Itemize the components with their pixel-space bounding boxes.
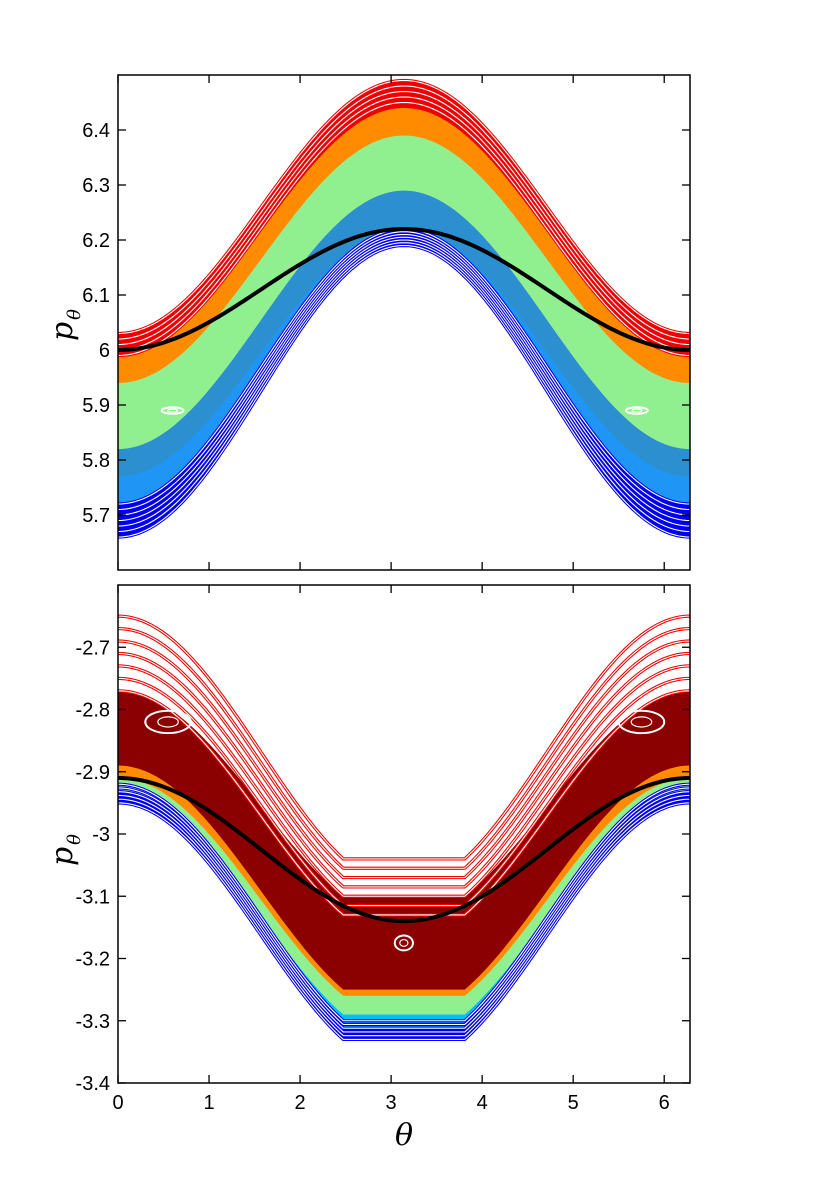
bottom-invariant-curve-gap-1-1	[118, 677, 690, 907]
bottom-x-tick-label: 0	[112, 1092, 123, 1114]
bottom-plot-content	[118, 614, 690, 1042]
top-invariant-curve-gap-1-2	[118, 90, 690, 346]
bottom-ticks: -3.4 -3.3 -3.2 -3.1 -3 -2.9 -2.8 -2.7 0 1 2 3 4 5 6	[76, 585, 690, 1114]
bottom-y-tick-label: -2.7	[76, 637, 110, 659]
bottom-x-tick-label: 3	[386, 1092, 397, 1114]
top-y-tick-label: 5.8	[82, 450, 110, 472]
bottom-y-axis-label-sub: θ	[64, 834, 85, 845]
bottom-x-tick-label: 2	[295, 1092, 306, 1114]
top-invariant-curve-gap-0-3	[118, 236, 690, 522]
bottom-y-tick-label: -3.4	[76, 1073, 110, 1095]
bottom-invariant-curve-gap-0-1	[118, 798, 690, 1037]
top-invariant-curve-gap-1-1	[118, 96, 690, 351]
top-y-tick-label: 5.9	[82, 395, 110, 417]
top-plot-content	[118, 78, 690, 539]
top-y-tick-label: 6	[99, 340, 110, 362]
bottom-invariant-curve-gap-1-2	[118, 665, 690, 897]
top-invariant-curve-gap-0-2	[118, 239, 690, 527]
bottom-reference-curve	[118, 775, 690, 924]
top-invariant-curve-gap-0-0	[118, 244, 690, 538]
bottom-invariant-curve-gap-0-5	[118, 783, 690, 1022]
bottom-y-axis-label-main: p	[45, 847, 80, 866]
bottom-y-tick-label: -2.8	[76, 700, 110, 722]
bottom-x-tick-label: 4	[477, 1092, 488, 1114]
top-y-tick-label: 6.2	[82, 230, 110, 252]
bottom-island-0	[144, 709, 192, 735]
bottom-panel: -3.4-3.3-3.2-3.1-3-2.9-2.8-2.70 1 2 3 4 5 6 pθ…	[45, 584, 691, 1153]
bottom-island-inner-0	[157, 716, 179, 728]
bottom-y-tick-label: -3.2	[76, 949, 110, 971]
bottom-invariant-curve-gap-1-5	[118, 628, 690, 869]
top-y-axis-label-sub: θ	[64, 309, 85, 320]
bottom-x-tick-label: 5	[568, 1092, 579, 1114]
top-island-inner-1	[631, 408, 643, 413]
bottom-invariant-curve-gap-1-6	[118, 615, 690, 860]
top-plot-frame	[117, 74, 691, 571]
bottom-y-tick-label: -2.9	[76, 762, 110, 784]
x-axis-label: θ	[395, 1118, 413, 1153]
bottom-island-1	[617, 709, 666, 735]
top-band-light-green	[118, 130, 690, 449]
top-island-0	[160, 406, 185, 415]
top-band-red	[118, 80, 690, 356]
top-y-tick-label: 6.1	[82, 285, 110, 307]
top-invariant-curve-gap-1-0	[118, 101, 690, 357]
bottom-band-dark-red	[118, 690, 690, 990]
bottom-x-tick-label: 1	[203, 1092, 214, 1114]
top-band-orange	[118, 102, 690, 383]
bottom-y-tick-label: -3.3	[76, 1011, 110, 1033]
top-y-tick-label: 6.4	[82, 120, 110, 142]
top-invariant-curve-gap-0-4	[118, 233, 690, 516]
top-y-tick-label: 5.7	[82, 505, 110, 527]
bottom-y-tick-label: -3	[92, 824, 110, 846]
top-invariant-curve-gap-1-4	[118, 79, 690, 335]
top-band-dodger-blue	[118, 207, 690, 504]
bottom-invariant-curve-gap-0-2	[118, 794, 690, 1033]
top-y-axis-label-main: p	[45, 322, 80, 341]
top-y-tick-label: 6.3	[82, 175, 110, 197]
bottom-island-inner-1	[630, 716, 653, 728]
top-invariant-curve-gap-0-1	[118, 242, 690, 533]
bottom-invariant-curve-gap-1-3	[118, 652, 690, 888]
bottom-invariant-curve-gap-0-4	[118, 787, 690, 1026]
top-invariant-curve-gap-0-5	[118, 231, 690, 511]
bottom-island-inner-2	[399, 938, 409, 947]
top-reference-curve	[118, 226, 690, 352]
top-island-inner-0	[167, 408, 179, 413]
top-island-1	[624, 406, 649, 415]
bottom-invariant-curve-gap-0-0	[118, 802, 690, 1040]
bottom-invariant-curve-gap-0-3	[118, 791, 690, 1029]
bottom-invariant-curve-gap-1-4	[118, 640, 690, 879]
bottom-y-tick-label: -3.1	[76, 886, 110, 908]
bottom-island-2	[393, 934, 414, 952]
top-ticks: 5.7 5.8 5.9 6 6.1 6.2 6.3 6.4	[82, 75, 690, 570]
top-y-axis-label: pθ	[45, 309, 85, 341]
bottom-x-tick-label: 6	[659, 1092, 670, 1114]
top-invariant-curve-gap-1-3	[118, 85, 690, 340]
bottom-y-axis-label: pθ	[45, 834, 85, 866]
top-panel: 5.7 5.8 5.9 6 6.1 6.2 6.3 6.4 pθ	[45, 74, 691, 571]
bottom-invariant-curve-gap-1-0	[118, 690, 690, 916]
top-band-steel-blue	[118, 190, 690, 477]
